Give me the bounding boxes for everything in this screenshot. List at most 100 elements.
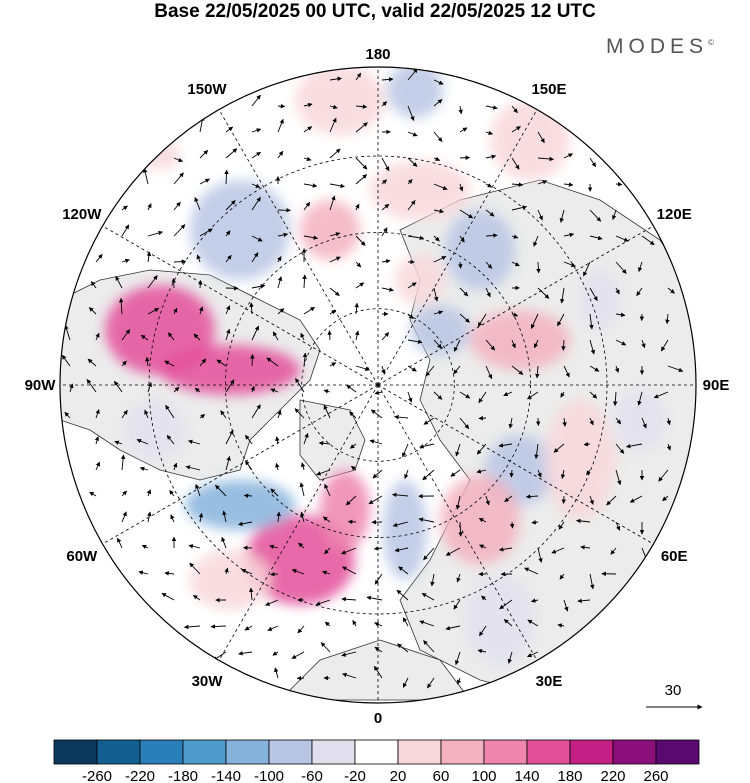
- wind-vector-114: [277, 256, 282, 263]
- wind-vector-205: [216, 359, 227, 367]
- wind-vector-211: [381, 365, 386, 375]
- wind-vector-442: [454, 651, 461, 666]
- wind-vector-183: [272, 331, 279, 341]
- wind-vector-217: [535, 365, 540, 379]
- wind-vector-50: [224, 169, 229, 185]
- wind-vector-367: [269, 544, 279, 549]
- wind-vector-290: [583, 441, 591, 447]
- wind-vector-427: [419, 620, 435, 627]
- wind-vector-206: [250, 354, 255, 367]
- meridian-label-1: 150W: [187, 81, 227, 98]
- wind-vector-272: [114, 440, 123, 445]
- wind-vector-286: [476, 443, 487, 455]
- wind-vector-178: [140, 334, 149, 341]
- wind-vector-444: [507, 651, 513, 664]
- wind-vector-280: [318, 441, 331, 446]
- wind-vector-203: [164, 360, 175, 367]
- wind-vector-5: [251, 94, 261, 107]
- map-disc: [60, 67, 696, 703]
- colorbar-tick-12: 220: [600, 768, 625, 783]
- wind-vector-139: [355, 282, 365, 289]
- wind-vector-383: [164, 571, 175, 576]
- wind-vector-351: [392, 521, 409, 528]
- meridian-label-2: 150E: [531, 81, 566, 98]
- wind-vector-418: [183, 624, 201, 630]
- wind-vector-54: [329, 183, 345, 189]
- wind-vector-47: [143, 168, 149, 185]
- colorbar-swatch-11: [526, 739, 571, 765]
- meridian-line-5: [377, 109, 538, 386]
- wind-vector-55: [355, 174, 368, 185]
- anomaly-blob-19: [470, 310, 570, 370]
- wind-vector-328: [368, 495, 383, 505]
- anomaly-blob-23: [395, 255, 445, 305]
- wind-vector-422: [297, 625, 305, 634]
- wind-vector-443: [477, 648, 487, 654]
- wind-vector-40: [433, 156, 441, 161]
- wind-vector-61: [511, 182, 524, 187]
- wind-vector-306: [404, 469, 409, 480]
- wind-vector-59: [458, 183, 464, 192]
- colorbar-tick-2: -180: [168, 768, 198, 783]
- wind-vector-263: [478, 415, 487, 421]
- wind-vector-329: [391, 492, 409, 498]
- wind-vector-207: [266, 357, 279, 367]
- wind-vector-196: [615, 339, 627, 346]
- wind-vector-105: [615, 235, 629, 242]
- meridian-line-7: [218, 109, 379, 386]
- wind-vector-22: [355, 122, 368, 133]
- wind-vector-298: [185, 465, 201, 471]
- wind-vector-254: [251, 404, 261, 419]
- wind-vector-19: [277, 118, 284, 133]
- wind-vector-242: [560, 391, 565, 398]
- wind-vector-441: [423, 640, 435, 653]
- wind-vector-142: [433, 287, 439, 302]
- wind-vector-135: [251, 284, 266, 289]
- wind-vector-180: [193, 333, 201, 341]
- wind-vector-170: [557, 313, 565, 327]
- latitude-circle-2: [301, 308, 455, 462]
- wind-vector-87: [147, 230, 164, 237]
- wind-vector-343: [198, 512, 204, 523]
- wind-vector-41: [459, 155, 471, 160]
- wind-vector-226: [147, 382, 152, 393]
- wind-vector-378: [551, 547, 565, 554]
- wind-vector-246: [653, 391, 669, 399]
- colorbar-tick-1: -220: [125, 768, 155, 783]
- wind-vector-218: [563, 365, 570, 378]
- wind-vector-191: [485, 339, 496, 351]
- wind-vector-439: [374, 646, 383, 653]
- wind-vector-271: [94, 436, 100, 445]
- wind-vector-234: [346, 384, 357, 393]
- wind-vector-151: [667, 287, 675, 294]
- wind-vector-245: [637, 391, 643, 406]
- wind-vector-18: [251, 128, 262, 133]
- wind-vector-141: [407, 282, 417, 289]
- colorbar-swatch-12: [569, 739, 614, 765]
- meridian-line-4: [377, 225, 654, 386]
- colorbar-swatch-0: [53, 739, 98, 765]
- wind-vector-452: [427, 677, 435, 689]
- wind-vector-150: [636, 287, 643, 297]
- wind-vector-416: [563, 599, 569, 612]
- wind-vector-224: [86, 379, 97, 393]
- wind-vector-346: [276, 511, 281, 523]
- wind-vector-12: [433, 99, 443, 107]
- colorbar-tick-5: -60: [301, 768, 323, 783]
- wind-vector-431: [527, 619, 539, 627]
- wind-vector-92: [277, 232, 289, 238]
- wind-vector-91: [251, 235, 263, 242]
- wind-vector-222: [667, 365, 684, 373]
- wind-vector-225: [113, 380, 123, 393]
- wind-vector-247: [64, 411, 71, 419]
- wind-vector-102: [533, 235, 539, 247]
- wind-vector-210: [355, 365, 370, 371]
- wind-vector-353: [458, 521, 463, 537]
- wind-vector-133: [198, 279, 203, 289]
- wind-vector-213: [425, 365, 435, 377]
- wind-vector-322: [215, 484, 227, 497]
- meridian-line-11: [218, 384, 379, 661]
- anomaly-blob-15: [295, 67, 385, 135]
- wind-vector-155: [173, 307, 178, 315]
